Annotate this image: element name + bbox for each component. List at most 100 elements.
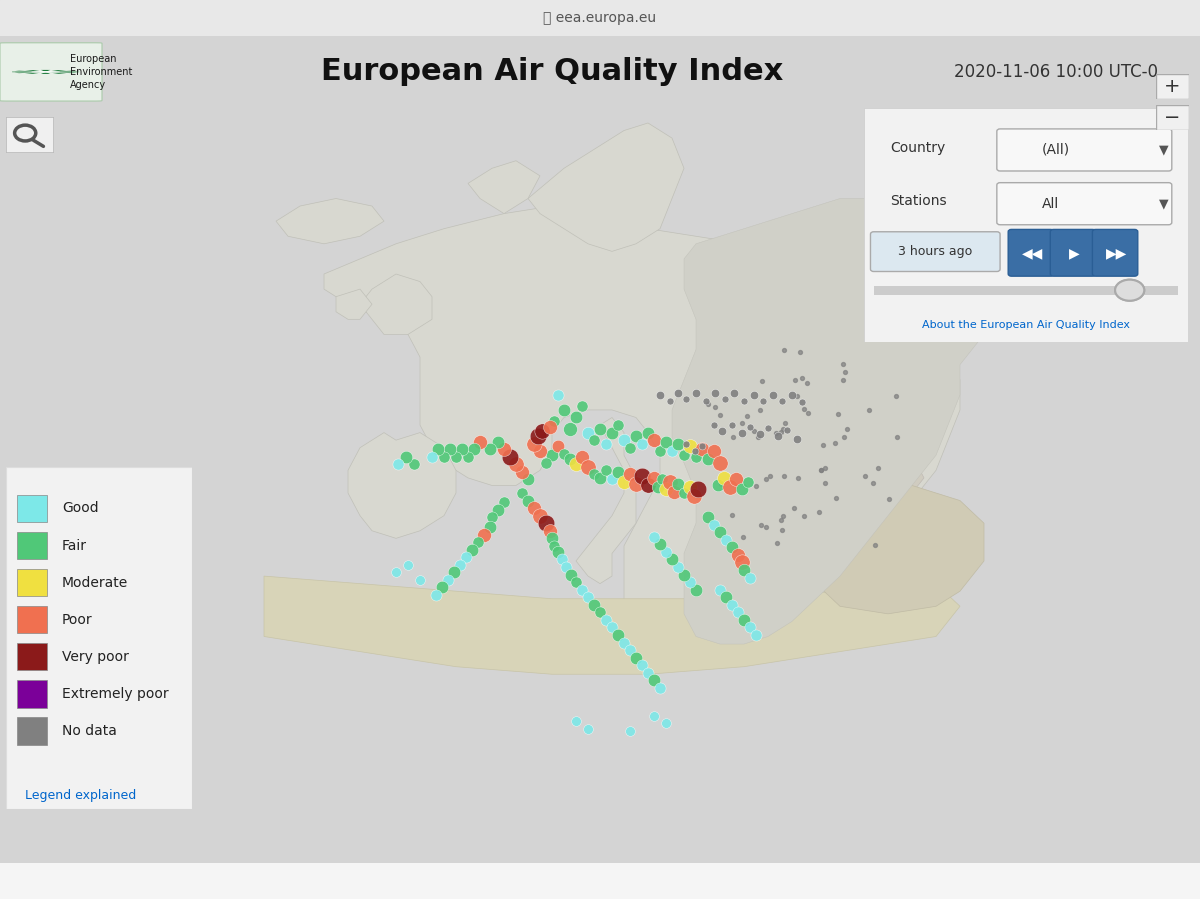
Point	[869, 460, 888, 475]
Text: 🔒 eea.europa.eu: 🔒 eea.europa.eu	[544, 11, 656, 25]
Point	[738, 409, 757, 423]
Point	[773, 423, 792, 437]
Polygon shape	[276, 199, 384, 244]
Point	[773, 509, 792, 523]
Point	[828, 407, 847, 422]
Point	[785, 372, 804, 387]
Text: All: All	[1042, 197, 1060, 210]
Circle shape	[1115, 280, 1145, 300]
Point	[745, 423, 764, 438]
Polygon shape	[528, 123, 684, 252]
Text: Poor: Poor	[62, 613, 92, 627]
Wedge shape	[25, 70, 46, 72]
Bar	[17, 681, 47, 708]
Point	[816, 476, 835, 491]
Point	[775, 343, 794, 358]
Point	[724, 430, 743, 444]
Text: Moderate: Moderate	[62, 575, 128, 590]
FancyBboxPatch shape	[1092, 229, 1138, 276]
Text: Stations: Stations	[890, 194, 947, 209]
Point	[880, 492, 899, 506]
Point	[710, 408, 730, 423]
Point	[835, 365, 854, 379]
Polygon shape	[336, 289, 372, 319]
Point	[698, 396, 718, 411]
Text: Fair: Fair	[62, 539, 86, 553]
Bar	[17, 569, 47, 596]
Text: (All): (All)	[1042, 143, 1070, 157]
Point	[787, 389, 806, 404]
Text: Legend explained: Legend explained	[24, 789, 136, 802]
Point	[792, 371, 811, 386]
Point	[865, 539, 884, 553]
Polygon shape	[324, 206, 960, 667]
Text: Very poor: Very poor	[62, 650, 128, 663]
Point	[733, 530, 752, 545]
Point	[773, 522, 792, 537]
Point	[863, 476, 882, 490]
Bar	[17, 643, 47, 671]
Text: European: European	[70, 54, 116, 64]
FancyBboxPatch shape	[1050, 229, 1096, 276]
Point	[834, 430, 853, 444]
Bar	[17, 494, 47, 522]
Point	[826, 436, 845, 450]
Point	[772, 513, 791, 528]
FancyBboxPatch shape	[0, 43, 102, 101]
Wedge shape	[46, 72, 66, 74]
Point	[887, 388, 906, 403]
FancyBboxPatch shape	[870, 232, 1000, 271]
Text: 2020-11-06 10:00 UTC-0: 2020-11-06 10:00 UTC-0	[954, 63, 1158, 81]
Point	[772, 425, 791, 440]
Wedge shape	[46, 70, 66, 72]
Point	[706, 400, 725, 414]
Point	[722, 507, 742, 521]
Point	[788, 471, 808, 485]
Polygon shape	[468, 161, 540, 214]
Point	[833, 373, 852, 387]
Polygon shape	[744, 441, 924, 516]
Polygon shape	[804, 485, 984, 614]
Point	[811, 463, 830, 477]
Point	[774, 468, 793, 483]
Wedge shape	[46, 72, 77, 73]
FancyBboxPatch shape	[1008, 229, 1054, 276]
Point	[751, 518, 770, 532]
Circle shape	[31, 71, 60, 73]
Wedge shape	[41, 72, 50, 74]
Text: ▼: ▼	[1159, 197, 1169, 210]
Point	[776, 415, 796, 430]
Text: +: +	[1164, 76, 1181, 96]
Text: Extremely poor: Extremely poor	[62, 687, 168, 701]
Point	[815, 460, 834, 475]
Text: About the European Air Quality Index: About the European Air Quality Index	[922, 320, 1130, 330]
Text: No data: No data	[62, 724, 116, 738]
Point	[814, 438, 833, 452]
Text: ◀◀: ◀◀	[1022, 245, 1043, 260]
Polygon shape	[672, 199, 1020, 644]
Polygon shape	[576, 417, 636, 583]
Text: Good: Good	[62, 502, 98, 515]
Bar	[17, 717, 47, 744]
Point	[794, 509, 814, 523]
Point	[746, 479, 766, 494]
Bar	[17, 532, 47, 559]
Text: Environment: Environment	[70, 67, 132, 77]
Text: Agency: Agency	[70, 80, 106, 90]
Text: European Air Quality Index: European Air Quality Index	[320, 58, 784, 86]
Point	[756, 472, 775, 486]
Wedge shape	[14, 72, 46, 73]
Text: ▶: ▶	[1069, 245, 1080, 260]
Point	[752, 373, 772, 387]
Wedge shape	[14, 71, 46, 72]
Bar	[17, 606, 47, 634]
Point	[712, 476, 731, 491]
Point	[798, 376, 817, 390]
Wedge shape	[46, 71, 77, 72]
Point	[834, 357, 853, 371]
Text: 3 hours ago: 3 hours ago	[898, 245, 972, 258]
Point	[854, 469, 874, 484]
Point	[791, 344, 810, 359]
Point	[794, 402, 814, 416]
Text: −: −	[1164, 108, 1181, 128]
